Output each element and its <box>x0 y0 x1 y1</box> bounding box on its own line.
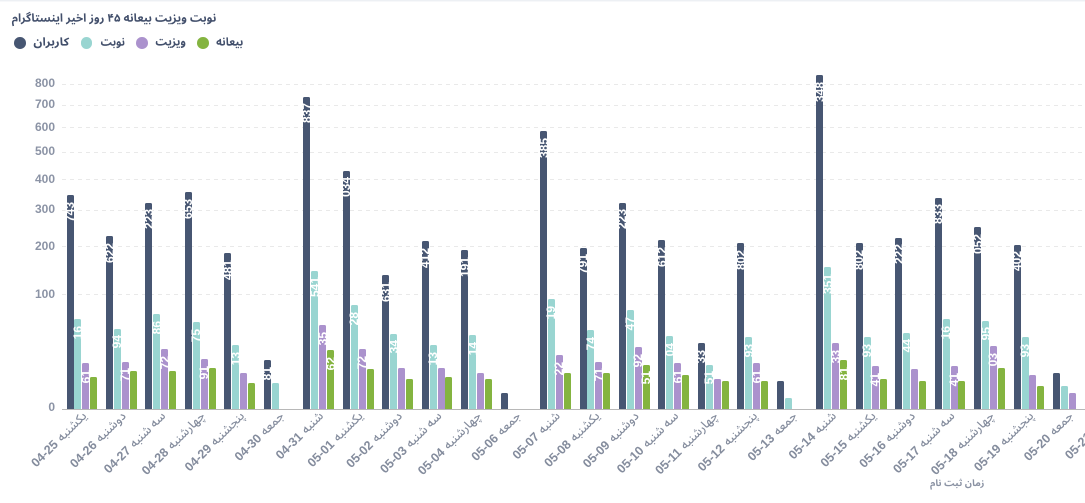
svg-text:04-27: 04-27 <box>101 444 134 477</box>
svg-text:05-20: 05-20 <box>1021 431 1054 464</box>
svg-text:04-29: 04-29 <box>182 442 215 475</box>
svg-text:05-16: 05-16 <box>856 438 889 471</box>
svg-text:05-04: 05-04 <box>415 445 448 478</box>
svg-text:05-06: 05-06 <box>469 431 502 464</box>
svg-text:05-19: 05-19 <box>971 442 1004 475</box>
svg-text:04-26: 04-26 <box>67 438 100 471</box>
svg-text:05-12: 05-12 <box>695 442 728 475</box>
svg-text:05-13: 05-13 <box>745 431 778 464</box>
svg-text:04-28: 04-28 <box>139 445 172 478</box>
svg-text:05-02: 05-02 <box>343 438 376 471</box>
svg-text:04-25: 04-25 <box>28 437 61 470</box>
svg-text:05-15: 05-15 <box>818 437 851 470</box>
svg-text:05-10: 05-10 <box>614 444 647 477</box>
svg-text:05-11: 05-11 <box>652 445 684 477</box>
svg-text:04-30: 04-30 <box>232 431 265 464</box>
svg-text:05-18: 05-18 <box>928 445 961 478</box>
svg-text:05-09: 05-09 <box>580 438 613 471</box>
svg-text:05-14: 05-14 <box>786 430 819 463</box>
svg-text:05-21: 05-21 <box>1062 430 1085 463</box>
svg-text:05-01: 05-01 <box>305 437 338 470</box>
svg-text:05-03: 05-03 <box>377 444 410 477</box>
svg-text:04-31: 04-31 <box>273 430 306 463</box>
svg-text:05-08: 05-08 <box>541 437 574 470</box>
svg-text:05-17: 05-17 <box>890 444 923 477</box>
svg-text:05-07: 05-07 <box>510 430 543 463</box>
